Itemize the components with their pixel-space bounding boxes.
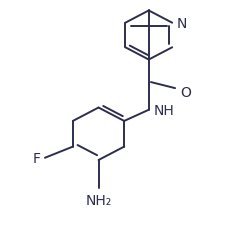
Text: F: F (32, 151, 40, 165)
Text: NH₂: NH₂ (85, 194, 112, 207)
Text: N: N (176, 17, 187, 31)
Text: O: O (180, 86, 191, 99)
Text: NH: NH (154, 103, 174, 117)
